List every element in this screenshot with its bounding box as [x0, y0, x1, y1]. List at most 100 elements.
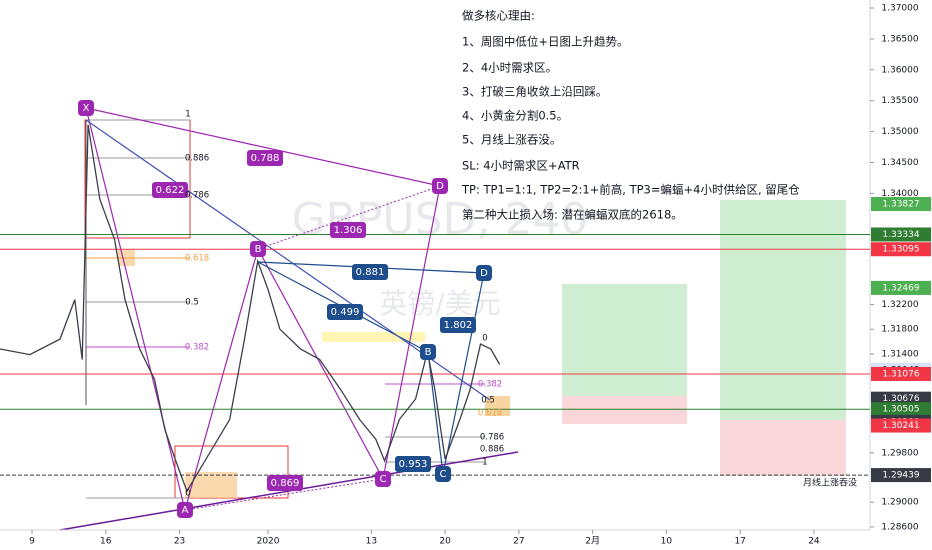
- ratio-label: 0.953: [399, 459, 428, 470]
- zone: [485, 396, 510, 416]
- fib-label: 1: [482, 458, 487, 468]
- price-label: 1.33334: [882, 230, 919, 240]
- y-tick-label: 1.31400: [881, 349, 918, 359]
- pattern-point-box: [78, 100, 94, 116]
- x-tick-label: 9: [29, 537, 35, 547]
- fib-label: 1: [185, 110, 190, 120]
- y-tick-label: 1.36500: [881, 34, 918, 44]
- ratio-label: 1.306: [334, 225, 363, 236]
- note-text: TP: TP1=1:1, TP2=2:1+前高, TP3=蝙蝠+4小时供给区, …: [461, 183, 800, 197]
- price-label: 1.33827: [882, 200, 919, 210]
- price-label: 1.30505: [882, 405, 919, 415]
- y-tick-label: 1.34500: [881, 158, 918, 168]
- zone: [185, 472, 237, 498]
- x-tick-label: 16: [100, 537, 112, 547]
- y-tick-label: 1.36000: [881, 65, 918, 75]
- pattern-leg: [184, 478, 384, 511]
- profit-zone: [562, 284, 687, 396]
- price-label: 1.32469: [882, 283, 919, 293]
- note-text: 2、4小时需求区。: [462, 61, 557, 75]
- pattern-point-box: [177, 502, 193, 518]
- note-text: 做多核心理由:: [462, 9, 535, 23]
- pattern-point-box: [476, 265, 492, 281]
- ratio-box: [327, 304, 363, 320]
- x-tick-label: 13: [366, 537, 377, 547]
- x-tick-label: 24: [808, 537, 820, 547]
- fib-label: 0.786: [185, 191, 209, 201]
- note-text: 1、周图中低位+日图上升趋势。: [462, 35, 628, 49]
- price-line: [0, 124, 501, 493]
- y-tick-label: 1.28600: [881, 522, 918, 532]
- y-tick-label: 1.29800: [881, 448, 918, 458]
- pattern-point-label: X: [83, 103, 90, 114]
- fib-label: 0.382: [185, 343, 209, 353]
- zone: [322, 332, 425, 342]
- note-text: 第二种大止损入场: 潜在蝙蝠双底的2618。: [462, 208, 683, 222]
- x-tick-label: 20: [439, 537, 451, 547]
- x-tick-label: 27: [513, 537, 524, 547]
- ratio-box: [395, 456, 431, 472]
- note-text: SL: 4小时需求区+ATR: [462, 159, 580, 173]
- note-text: 5、月线上涨吞没。: [462, 133, 561, 147]
- pattern-leg: [257, 185, 441, 250]
- price-label: 1.29439: [882, 471, 919, 481]
- ratio-label: 0.869: [271, 478, 300, 489]
- pattern-point-label: B: [425, 347, 432, 358]
- fib-label: 0.618: [185, 254, 209, 264]
- loss-zone: [562, 396, 687, 424]
- y-tick-label: 1.32200: [881, 300, 918, 310]
- fib-label: 0.886: [185, 154, 209, 164]
- y-tick-label: 1.29000: [881, 498, 918, 508]
- ratio-box: [330, 222, 366, 238]
- ratio-label: 0.881: [356, 267, 385, 278]
- note-text: 4、小黄金分割0.5。: [462, 109, 568, 123]
- fib-label: 0.382: [478, 380, 502, 390]
- pattern-point-box: [250, 241, 266, 257]
- price-label-box: [871, 366, 931, 381]
- price-label-box: [871, 402, 931, 417]
- pattern-point-label: C: [440, 469, 447, 480]
- pattern-point-label: A: [182, 505, 189, 516]
- pattern-point-box: [375, 471, 391, 487]
- fib-label: 0.5: [481, 396, 495, 406]
- fib-label: 0.886: [480, 445, 504, 455]
- ratio-box: [352, 264, 388, 280]
- fib-box: [84, 119, 191, 239]
- price-label-box: [871, 468, 931, 483]
- annotation: 月线上涨吞没: [803, 477, 857, 489]
- ratio-box: [152, 182, 188, 198]
- price-label-box: [871, 391, 931, 406]
- note-text: 3、打破三角收敛上沿回踩。: [462, 85, 607, 99]
- ratio-label: 0.499: [331, 307, 360, 318]
- price-label-box: [871, 227, 931, 242]
- x-tick-label: 10: [661, 537, 673, 547]
- fib-label: 0.5: [185, 298, 199, 308]
- fib-label: 0.786: [480, 433, 504, 443]
- fib-label: 0: [185, 489, 190, 499]
- profit-zone: [720, 200, 846, 420]
- watermark-subtitle: 英镑/美元: [379, 287, 500, 320]
- y-tick-label: 1.35500: [881, 96, 918, 106]
- ratio-label: 0.622: [156, 185, 185, 196]
- pattern-point-label: B: [255, 244, 262, 255]
- price-label-box: [871, 242, 931, 257]
- price-label-box: [871, 280, 931, 295]
- y-tick-label: 1.35000: [881, 127, 918, 137]
- xabcd-pattern: [85, 107, 441, 513]
- x-tick-label: 23: [174, 537, 185, 547]
- loss-zone: [720, 420, 846, 476]
- y-tick-label: 1.37000: [881, 4, 918, 14]
- price-label-box: [871, 418, 931, 433]
- x-tick-label: 17: [734, 537, 745, 547]
- ratio-box: [267, 475, 303, 491]
- y-tick-label: 1.31800: [881, 325, 918, 335]
- fib-label: 0.618: [478, 409, 502, 419]
- ratio-label: 1.802: [444, 320, 473, 331]
- fib-label: 0: [482, 334, 487, 344]
- pattern-point-box: [420, 344, 436, 360]
- x-tick-label: 2020: [257, 537, 280, 547]
- price-label: 1.30676: [882, 394, 919, 404]
- pattern-point-box: [435, 466, 451, 482]
- ratio-box: [247, 150, 283, 166]
